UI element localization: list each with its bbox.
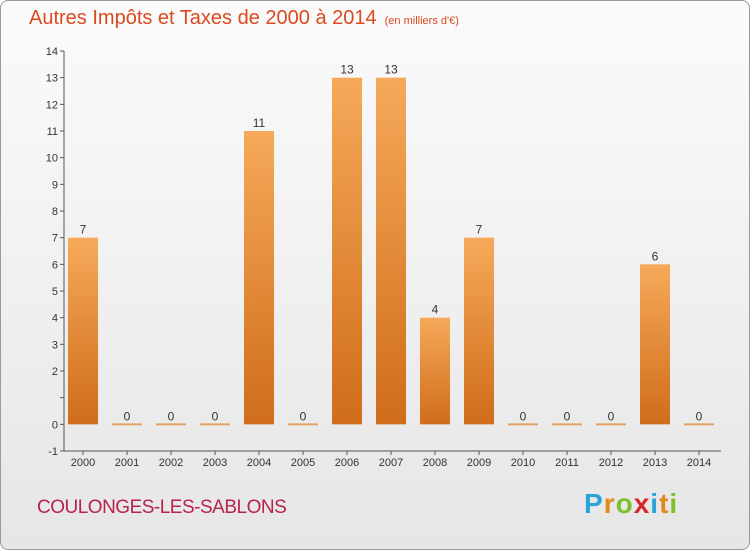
- x-tick-label: 2002: [159, 457, 183, 469]
- y-tick-label: 2: [52, 366, 58, 378]
- y-tick-label: 4: [52, 313, 58, 325]
- bar-2008: [420, 317, 450, 425]
- value-label: 13: [384, 63, 398, 77]
- bar-2003: [200, 423, 230, 426]
- commune-name: COULONGES-LES-SABLONS: [37, 497, 287, 518]
- bar-2006: [332, 77, 362, 425]
- bars: [68, 77, 714, 426]
- bar-2002: [156, 423, 186, 426]
- bar-2010: [508, 423, 538, 426]
- bar-2004: [244, 131, 274, 425]
- value-label: 6: [652, 249, 659, 263]
- bar-2012: [596, 423, 626, 426]
- bar-2013: [640, 264, 670, 425]
- value-label: 0: [564, 409, 571, 423]
- logo-letter: x: [633, 488, 651, 519]
- x-tick-label: 2009: [467, 457, 491, 469]
- bar-2014: [684, 423, 714, 426]
- data-labels: 7 0 0 0 11 0 13 13 4 7 0 0 0 6 0: [80, 63, 703, 424]
- value-label: 7: [476, 223, 483, 237]
- x-tick-label: 2000: [71, 457, 95, 469]
- value-label: 4: [432, 303, 439, 317]
- y-tick-label: 0: [52, 419, 58, 431]
- value-label: 7: [80, 223, 87, 237]
- value-label: 13: [340, 63, 354, 77]
- y-tick-label: 8: [52, 206, 58, 218]
- proxiti-logo[interactable]: Proxiti: [584, 488, 678, 520]
- bar-2001: [112, 423, 142, 426]
- x-tick-label: 2012: [599, 457, 623, 469]
- x-tick-label: 2005: [291, 457, 315, 469]
- y-tick-label: 6: [52, 259, 58, 271]
- value-label: 0: [520, 409, 527, 423]
- value-label: 0: [696, 409, 703, 423]
- y-tick-label: 11: [47, 126, 58, 138]
- bar-2011: [552, 423, 582, 426]
- logo-letter: P: [584, 488, 604, 519]
- y-tick-label: 3: [52, 339, 58, 351]
- x-tick-label: 2014: [687, 457, 711, 469]
- x-tick-label: 2010: [511, 457, 535, 469]
- x-tick-label: 2001: [115, 457, 139, 469]
- y-tick-label: -1: [48, 446, 58, 458]
- x-tick-label: 2003: [203, 457, 227, 469]
- x-tick-label: 2008: [423, 457, 447, 469]
- y-tick-label: 5: [52, 286, 58, 298]
- y-tick-label: 14: [46, 46, 58, 58]
- logo-letter: r: [603, 488, 616, 519]
- y-tick-label: 10: [46, 153, 58, 165]
- value-label: 0: [300, 409, 307, 423]
- bar-2005: [288, 423, 318, 426]
- chart-subtitle: (en milliers d'€): [384, 15, 459, 27]
- x-axis: 2000 2001 2002 2003 2004 2005 2006 2007 2008 2009…: [64, 450, 721, 469]
- y-axis: -1 0 2 3 4 5 6 7 8 9 10 11 12 13 14: [46, 46, 65, 458]
- y-tick-label: 12: [46, 99, 58, 111]
- x-tick-label: 2007: [379, 457, 403, 469]
- bar-2007: [376, 77, 406, 425]
- x-tick-label: 2006: [335, 457, 359, 469]
- logo-letter: t: [659, 488, 670, 519]
- value-label: 0: [124, 409, 131, 423]
- y-tick-label: 9: [52, 179, 58, 191]
- bar-2000: [68, 237, 98, 425]
- x-tick-label: 2004: [247, 457, 271, 469]
- logo-letter: i: [669, 488, 679, 519]
- value-label: 11: [253, 116, 266, 130]
- value-label: 0: [168, 409, 175, 423]
- x-tick-label: 2011: [555, 457, 579, 469]
- x-tick-label: 2013: [643, 457, 667, 469]
- logo-letter: i: [650, 488, 660, 519]
- logo-letter: o: [615, 488, 634, 519]
- y-tick-label: 13: [46, 73, 58, 85]
- chart-title-text: Autres Impôts et Taxes de 2000 à 2014: [29, 7, 377, 29]
- value-label: 0: [608, 409, 615, 423]
- y-tick-label: 7: [52, 233, 58, 245]
- chart-title: Autres Impôts et Taxes de 2000 à 2014 (en…: [29, 7, 459, 30]
- value-label: 0: [212, 409, 219, 423]
- bar-2009: [464, 237, 494, 425]
